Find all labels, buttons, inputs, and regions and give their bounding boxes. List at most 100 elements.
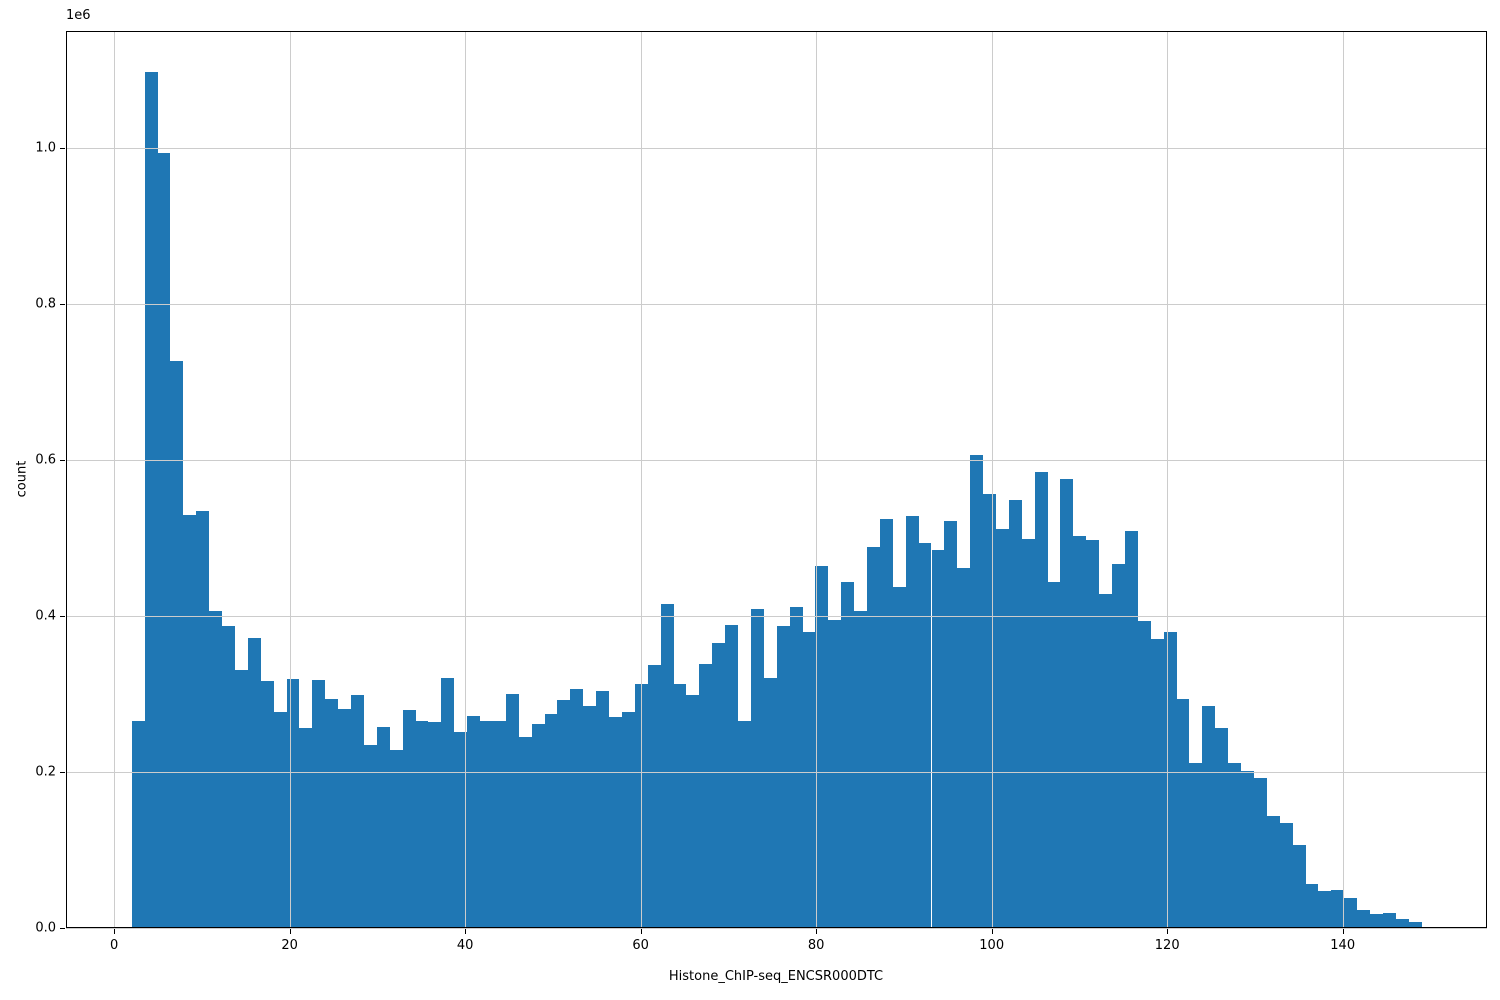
histogram-bar [660,603,674,928]
y-axis-offset-text: 1e6 [66,8,91,23]
histogram-bar [995,528,1009,928]
histogram-bar [725,625,738,928]
histogram-bar [1357,910,1371,928]
x-gridline [465,31,467,928]
histogram-bar [1137,620,1151,928]
histogram-bar [1241,771,1254,928]
y-gridline [66,616,1487,617]
y-tick-label: 1.0 [35,140,56,156]
x-gridline [114,31,116,928]
histogram-bar [1189,762,1203,928]
histogram-bar [544,714,558,928]
histogram-bar [299,727,313,928]
histogram-bar [1318,891,1332,928]
y-gridline [66,460,1487,461]
histogram-bar [1382,913,1396,928]
histogram-bar [454,732,468,928]
histogram-bar [1292,845,1306,928]
histogram-bar [389,750,403,928]
histogram-bar [1395,918,1409,928]
x-gridline [991,31,993,928]
histogram-bar [957,567,971,928]
histogram-bar [1202,706,1216,928]
histogram-bar [750,608,764,928]
x-tick [289,929,291,934]
histogram-bar [1279,822,1293,928]
histogram-bar [157,152,171,928]
histogram-bar [428,722,442,928]
histogram-bar [1215,727,1229,928]
histogram-bar [609,717,622,928]
histogram-bar [918,542,932,928]
histogram-bar [583,706,597,928]
histogram-bar [557,700,571,928]
histogram-bar [518,736,532,928]
histogram-bar [325,698,339,928]
y-tick [60,928,65,929]
histogram-bar [480,721,493,928]
histogram-bar [363,745,377,928]
x-tick [1342,929,1344,934]
y-gridline [66,772,1487,773]
histogram-bar [944,520,958,928]
histogram-bar [815,566,829,928]
histogram-bar [1008,499,1022,928]
y-tick [60,460,65,461]
x-tick [991,929,993,934]
histogram-bar [1370,913,1383,928]
histogram-bar [376,726,390,928]
histogram-bar [467,715,481,928]
y-tick [60,304,65,305]
histogram-bar [1112,563,1125,928]
histogram-bar [234,669,248,928]
y-gridline [66,148,1487,149]
histogram-bar [686,694,700,928]
histogram-bar [351,694,364,928]
histogram-bar [1073,535,1087,928]
histogram-bar [738,721,751,928]
histogram-bar [196,511,210,928]
histogram-bar [905,516,919,928]
histogram-bar [1099,594,1113,928]
histogram-bar [931,550,945,928]
histogram-bar [492,721,506,928]
x-tick-label: 80 [807,938,825,953]
histogram-bar [1086,539,1100,928]
x-tick [640,929,642,934]
x-gridline [640,31,642,928]
histogram-bar [209,610,223,928]
histogram-bar [402,709,416,928]
y-tick [60,148,65,149]
histogram-bar [867,546,880,928]
y-gridline [66,304,1487,305]
y-tick-label: 0.2 [35,764,56,780]
histogram-bar [1150,638,1164,928]
histogram-bar [789,606,803,928]
histogram-bar [247,637,261,928]
histogram-bar [1305,884,1319,928]
histogram-bar [596,690,609,928]
histogram-bar [570,688,584,928]
histogram-bar [1344,898,1358,928]
histogram-bar [1408,921,1422,928]
histogram-bar [1034,471,1048,928]
histogram-bar [1021,538,1035,928]
x-tick-label: 0 [110,938,119,953]
y-gridline [66,928,1487,929]
histogram-bar [647,665,661,928]
x-axis-label: Histone_ChIP-seq_ENCSR000DTC [668,969,884,984]
histogram-bar [144,71,158,928]
histogram-bar [892,587,906,928]
histogram-bar [441,677,455,928]
histogram-bar [1047,581,1061,928]
y-axis-label: count [14,460,30,498]
histogram-bar [170,360,184,928]
histogram-bar [415,720,429,928]
histogram-bar [983,493,996,928]
histogram-bar [1060,478,1074,928]
histogram-bar [712,643,726,928]
y-tick-label: 0.4 [35,608,56,624]
x-tick-label: 60 [632,938,649,953]
histogram-bar [286,679,300,928]
